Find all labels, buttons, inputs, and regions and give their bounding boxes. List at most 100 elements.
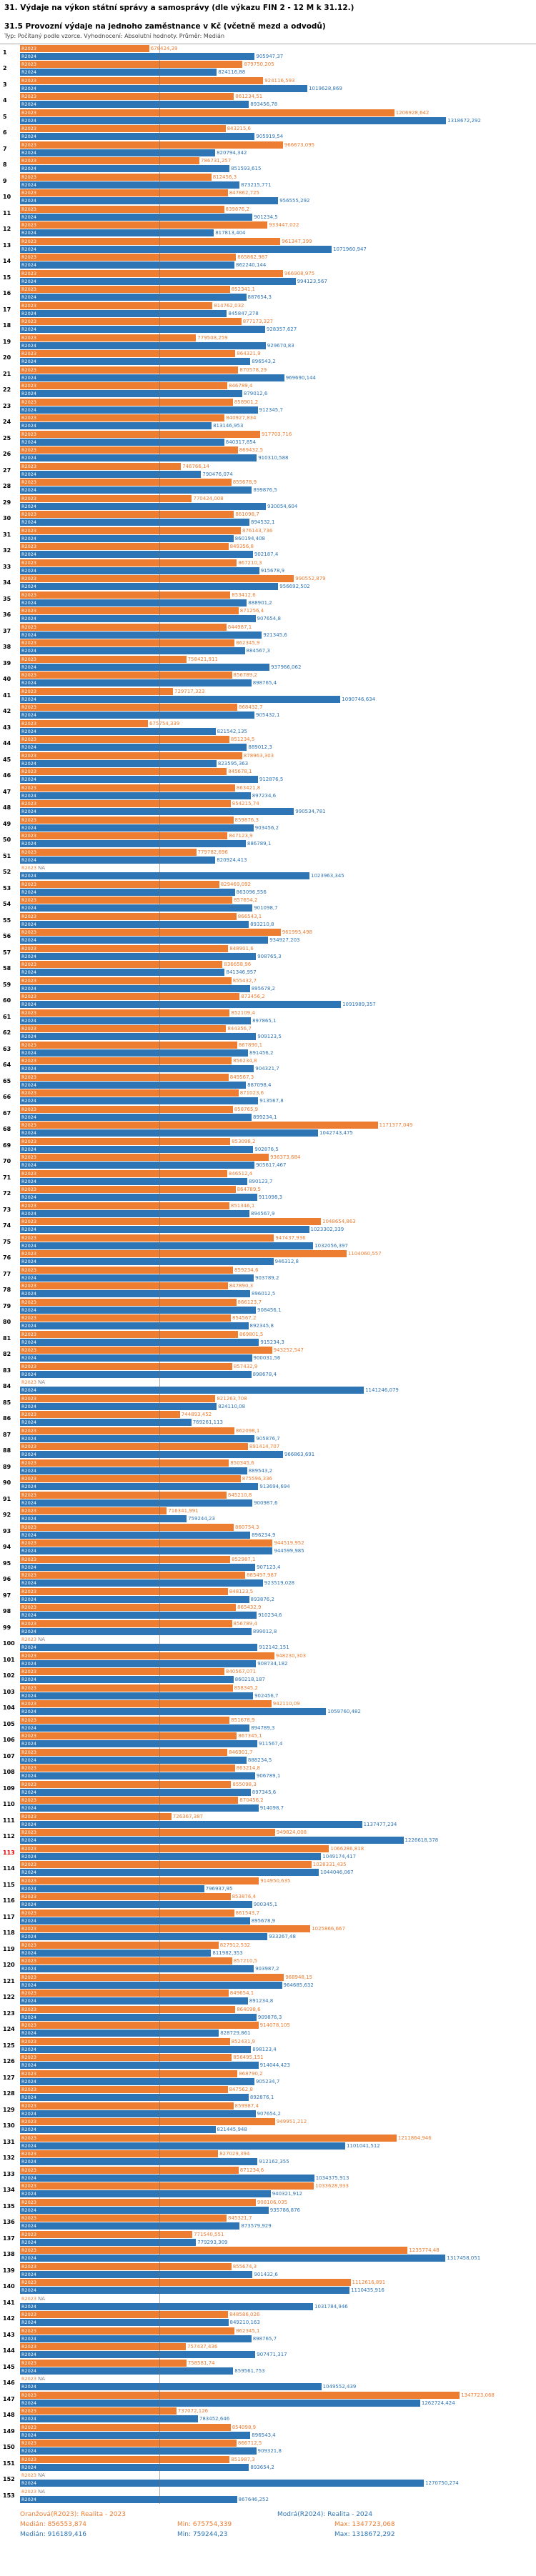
value-label: 915234,3 xyxy=(260,1339,284,1345)
bar-line: R2024 888234,5 xyxy=(20,1756,536,1764)
bar-line: R2024 893210,8 xyxy=(20,920,536,928)
series-label: R2024 xyxy=(21,2207,37,2213)
value-label: 898765,4 xyxy=(252,680,277,687)
bar-line: R2024 908765,3 xyxy=(20,952,536,960)
row-number: 33 xyxy=(3,563,11,570)
value-label: 949951,212 xyxy=(276,2119,307,2125)
series-label: R2024 xyxy=(21,2159,37,2165)
row-bars: R2023 849356,8 R2024 902187,4 xyxy=(20,543,536,559)
bar-line: R2023 848901,6 xyxy=(20,944,536,952)
bar-line: R2024 909876,3 xyxy=(20,2013,536,2021)
value-label: 863096,556 xyxy=(236,889,267,895)
series-label: R2023 xyxy=(21,527,37,534)
r2023-bar: R2023 xyxy=(20,1459,229,1467)
row-number: 77 xyxy=(3,1270,11,1277)
value-label: 893456,78 xyxy=(250,101,278,108)
r2023-bar: R2023 xyxy=(20,1909,234,1917)
row-bars: R2023 855432,7 R2024 895678,2 xyxy=(20,977,536,992)
legend-label-r2023: Oranžová(R2023): Realita - 2023 xyxy=(20,2510,126,2518)
r2024-bar: R2024 xyxy=(20,2062,259,2070)
series-label: R2024 xyxy=(21,1002,37,1008)
bar-line: R2024 913567,8 xyxy=(20,1097,536,1105)
r2024-bar: R2024 xyxy=(20,101,249,109)
series-label: R2023 xyxy=(21,1427,37,1434)
r2024-median: Medián: 916189,416 xyxy=(20,2530,87,2538)
chart-row: 111 R2023 726367,387 R2024 1137477,234 xyxy=(0,1812,536,1829)
series-label: R2024 xyxy=(21,374,37,381)
r2024-bar: R2024 xyxy=(20,534,234,542)
series-label: R2023 xyxy=(21,1202,37,1209)
row-bars: R2023 870578,29 R2024 969690,144 xyxy=(20,366,536,381)
bar-line: R2023 855432,7 xyxy=(20,977,536,984)
value-label: 937966,062 xyxy=(271,664,302,670)
r2023-bar: R2023 xyxy=(20,382,227,390)
row-number: 45 xyxy=(3,756,11,763)
value-label: 851234,5 xyxy=(230,737,255,743)
r2024-bar: R2024 xyxy=(20,277,296,285)
row-number: 143 xyxy=(3,2331,15,2338)
value-label: NA xyxy=(38,2472,46,2479)
value-label: 894789,3 xyxy=(251,1724,275,1731)
series-label: R2024 xyxy=(21,230,37,236)
row-bars: R2023 779508,259 R2024 929670,83 xyxy=(20,334,536,349)
row-number: 126 xyxy=(3,2058,15,2065)
value-label: 845210,8 xyxy=(227,1492,252,1498)
value-label: 912162,355 xyxy=(259,2159,289,2165)
value-label: 863421,8 xyxy=(236,784,261,791)
r2024-bar: R2024 xyxy=(20,1579,263,1587)
bar-line: R2024 928357,627 xyxy=(20,326,536,334)
series-label: R2023 xyxy=(21,801,37,807)
value-label: 744893,452 xyxy=(181,1412,212,1418)
row-number: 13 xyxy=(3,241,11,249)
series-label: R2024 xyxy=(21,953,37,959)
series-label: R2024 xyxy=(21,1628,37,1634)
chart-row: 7 R2023 966673,095 R2024 820794,342 xyxy=(0,141,536,157)
series-label: R2024 xyxy=(21,294,37,301)
row-bars: R2023 858901,2 R2024 912345,7 xyxy=(20,398,536,414)
series-label: R2023 xyxy=(21,1909,37,1916)
value-label: 891456,2 xyxy=(249,1049,274,1056)
row-number: 124 xyxy=(3,2026,15,2033)
bar-line: R2024 912142,151 xyxy=(20,1644,536,1652)
series-label: R2024 xyxy=(21,937,37,944)
chart-row: 151 R2023 851987,3 R2024 893654,2 xyxy=(0,2455,536,2472)
chart-row: 88 R2023 891414,707 R2024 966863,691 xyxy=(0,1443,536,1459)
series-label: R2023 xyxy=(21,2344,37,2350)
bar-line: R2024 907654,2 xyxy=(20,2110,536,2117)
r2024-bar: R2024 xyxy=(20,1917,250,1924)
bar-line: R2024 902456,7 xyxy=(20,1692,536,1699)
bar-line: R2024 914098,7 xyxy=(20,1804,536,1812)
chart-row: 132 R2023 827029,394 R2024 912162,355 xyxy=(0,2150,536,2167)
series-label: R2024 xyxy=(21,696,37,702)
series-label: R2024 xyxy=(21,841,37,847)
value-label: 737072,126 xyxy=(177,2408,209,2415)
series-label: R2024 xyxy=(21,1837,37,1844)
bar-line: R2023 827029,394 xyxy=(20,2150,536,2158)
chart-row: 117 R2023 861543,7 R2024 895678,9 xyxy=(0,1909,536,1925)
r2023-bar: R2023 xyxy=(20,1169,227,1177)
r2023-bar: R2023 xyxy=(20,1475,241,1483)
bar-line: R2023 859234,6 xyxy=(20,1266,536,1274)
bar-line: R2023 857210,5 xyxy=(20,1957,536,1965)
bar-line: R2024 893654,2 xyxy=(20,2463,536,2471)
value-label: 887654,3 xyxy=(247,294,272,301)
r2023-bar: R2023 xyxy=(20,494,192,502)
chart-row: 84 R2023 NA R2024 1141246,079 xyxy=(0,1379,536,1395)
row-number: 138 xyxy=(3,2251,15,2258)
row-bars: R2023 NA R2024 1270750,274 xyxy=(20,2472,536,2487)
row-number: 86 xyxy=(3,1415,11,1422)
series-label: R2024 xyxy=(21,1692,37,1699)
bar-line: R2024 873215,771 xyxy=(20,181,536,189)
series-label: R2024 xyxy=(21,101,37,108)
series-label: R2024 xyxy=(21,1966,37,1972)
r2023-bar: R2023 xyxy=(20,993,240,1001)
bar-line: R2024 890123,7 xyxy=(20,1177,536,1185)
bar-line: R2023 847562,8 xyxy=(20,2086,536,2094)
chart-row: 127 R2023 868790,2 R2024 905234,7 xyxy=(0,2070,536,2086)
row-number: 99 xyxy=(3,1624,11,1631)
row-number: 37 xyxy=(3,627,11,634)
bar-line: R2024 956555,292 xyxy=(20,197,536,205)
series-label: R2023 xyxy=(21,1299,37,1305)
bar-line: R2023 857432,9 xyxy=(20,1362,536,1370)
chart-row: 4 R2023 861234,51 R2024 893456,78 xyxy=(0,93,536,109)
